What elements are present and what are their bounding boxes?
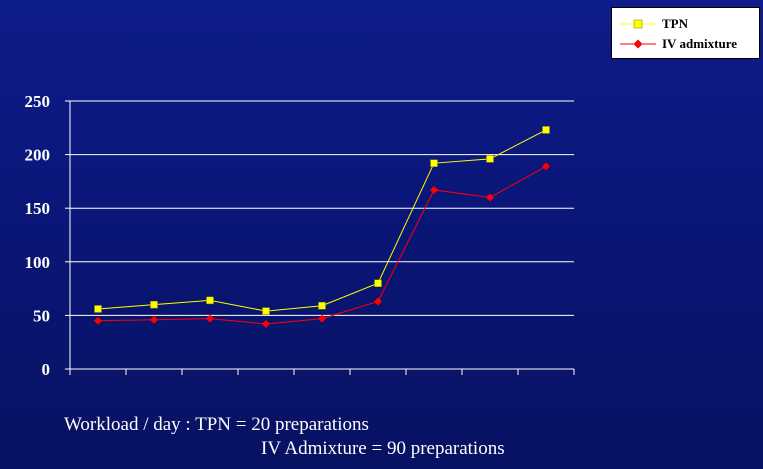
series-0-point-7 [486,155,494,163]
series-0-point-1 [150,300,158,309]
legend: TPN IV admixture [611,7,760,59]
series-0-point-4 [318,302,326,310]
series-1-point-2 [206,314,214,323]
caption-line-1: Workload / day : TPN = 20 preparations [64,414,369,435]
series-1-point-6 [430,185,438,194]
gridlines [70,100,574,316]
series-1-point-8 [542,162,550,171]
series-1-point-5 [374,297,382,306]
series-0-line [97,129,547,312]
series-1-point-0 [94,316,102,325]
y-tick-label-0: 0 [42,360,51,379]
legend-label-iv-admixture: IV admixture [662,36,737,51]
series-1-line [97,165,547,325]
series-0-point-6 [430,159,438,167]
y-tick-labels: 0 50 100 150 200 250 [25,92,51,379]
legend-swatch-tpn [620,19,656,29]
axes [65,100,575,375]
series-0-point-8 [542,126,550,134]
series-lines [94,126,550,328]
legend-item-iv-admixture: IV admixture [618,35,737,53]
y-tick-label-250: 250 [25,92,51,111]
series-1-point-4 [318,314,326,323]
caption: Workload / day : TPN = 20 preparations IV… [64,413,505,461]
series-1-point-1 [150,315,158,324]
series-0-point-5 [374,279,382,287]
series-1-point-3 [262,319,270,328]
legend-swatch-iv-admixture [620,39,656,49]
legend-label-tpn: TPN [662,16,688,31]
y-tick-label-150: 150 [25,199,51,218]
series-1-point-7 [486,193,494,202]
y-tick-label-50: 50 [33,306,50,325]
y-tick-label-100: 100 [25,253,51,272]
legend-item-tpn: TPN [618,15,688,33]
series-0-point-3 [262,307,270,315]
caption-line-2: IV Admixture = 90 preparations [261,438,505,459]
series-0-point-0 [94,305,102,313]
y-tick-label-200: 200 [25,146,51,165]
series-0-point-2 [206,296,214,305]
